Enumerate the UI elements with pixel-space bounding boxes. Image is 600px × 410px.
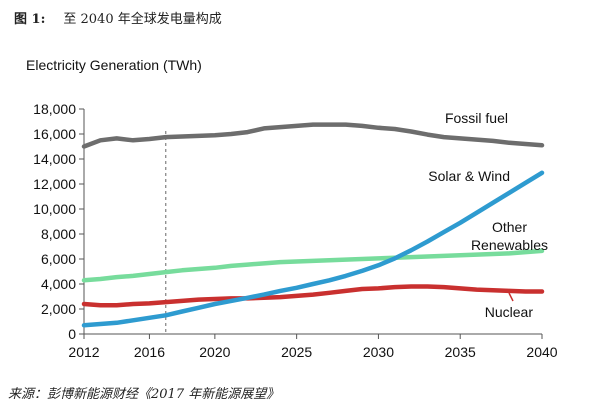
- source-note: 来源：彭博新能源财经《2017 年新能源展望》: [8, 387, 280, 402]
- x-tick-label: 2040: [526, 344, 557, 360]
- label-fossil-fuel: Fossil fuel: [445, 110, 508, 126]
- label-renewables: Renewables: [471, 237, 548, 253]
- label-solar-wind: Solar & Wind: [428, 168, 510, 184]
- y-tick-label: 2,000: [41, 301, 76, 317]
- series-line-nuclear: [81, 284, 545, 308]
- y-tick-label: 14,000: [33, 151, 76, 167]
- y-tick-label: 8,000: [41, 226, 76, 242]
- y-tick-label: 18,000: [33, 101, 76, 117]
- y-tick-label: 0: [68, 326, 76, 342]
- x-tick-label: 2012: [68, 344, 99, 360]
- y-tick-label: 4,000: [41, 276, 76, 292]
- label-nuclear: Nuclear: [485, 304, 534, 320]
- x-tick-label: 2016: [134, 344, 165, 360]
- series-line-fossil-fuel: [81, 122, 545, 149]
- figure-title: 图 1: 至 2040 年全球发电量构成: [14, 8, 222, 27]
- y-tick-label: 6,000: [41, 251, 76, 267]
- figure-title-text: 至 2040 年全球发电量构成: [63, 12, 222, 27]
- figure-number: 图 1:: [14, 12, 46, 27]
- y-tick-label: 16,000: [33, 126, 76, 142]
- series-line-other-renewables: [81, 248, 545, 283]
- y-axis-title: Electricity Generation (TWh): [26, 57, 202, 73]
- x-tick-label: 2025: [281, 344, 312, 360]
- y-tick-label: 10,000: [33, 201, 76, 217]
- series-line-solar-wind: [81, 170, 545, 328]
- x-tick-label: 2030: [363, 344, 394, 360]
- label-other: Other: [492, 219, 527, 235]
- x-tick-label: 2035: [445, 344, 476, 360]
- nuclear-leader-line: [508, 292, 514, 302]
- x-tick-label: 2020: [199, 344, 230, 360]
- y-tick-label: 12,000: [33, 176, 76, 192]
